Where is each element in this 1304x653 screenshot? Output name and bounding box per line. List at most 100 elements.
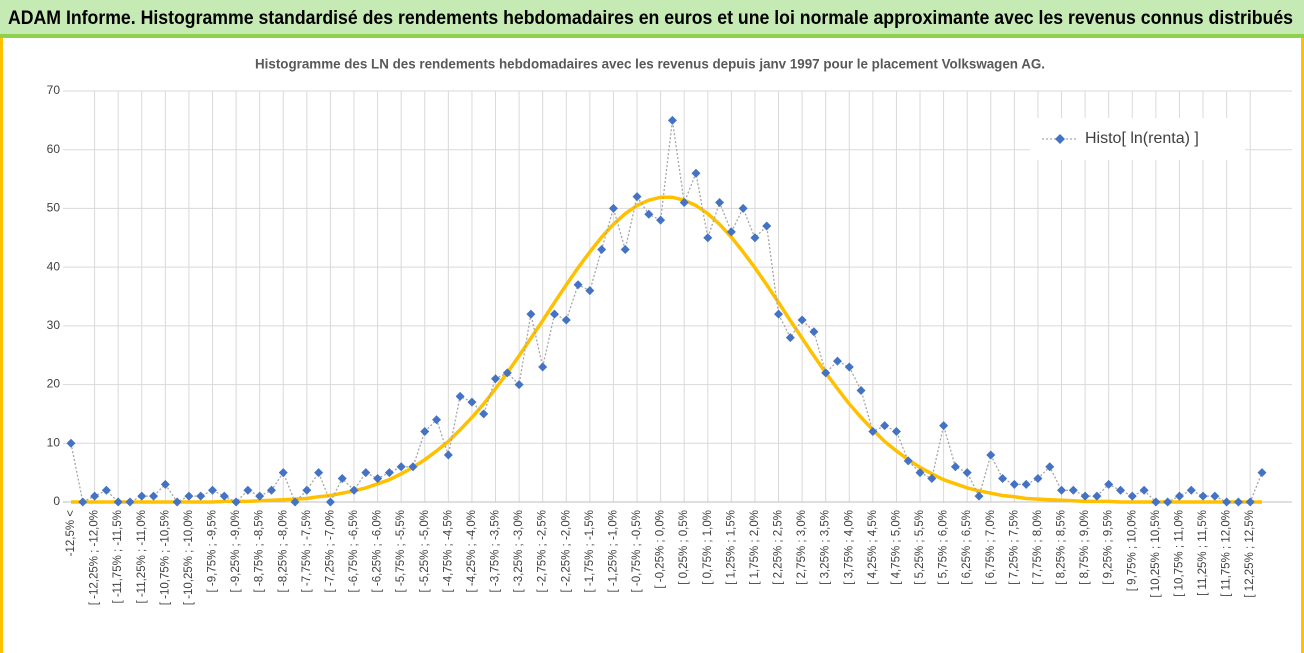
marker (78, 497, 88, 507)
marker (443, 450, 453, 460)
marker (1104, 479, 1114, 489)
marker (538, 362, 548, 372)
marker (974, 491, 984, 501)
marker (184, 491, 194, 501)
marker (1115, 485, 1125, 495)
marker (1045, 462, 1055, 472)
x-tick-label: [ 0,75% ; 1,0% (702, 510, 714, 585)
marker (644, 209, 654, 219)
marker (325, 497, 335, 507)
x-tick-label: [ 12,25% ; 12,5% (1244, 510, 1256, 598)
normal-curve (71, 195, 1262, 504)
marker (962, 468, 972, 478)
marker (1198, 491, 1208, 501)
x-tick-label: [ 6,25% ; 6,5% (961, 510, 973, 585)
marker (278, 468, 288, 478)
legend-label: Histo[ ln(renta) ] (1085, 130, 1199, 147)
marker (1210, 491, 1220, 501)
x-tick-label: [ 11,75% ; 12,0% (1221, 510, 1233, 597)
marker (502, 368, 512, 378)
marker (891, 427, 901, 437)
x-tick-label: [ 8,75% ; 9,0% (1079, 510, 1091, 585)
x-tick-label: [ -3,75% ; -3,5% (490, 510, 502, 592)
y-tick-label: 30 (47, 318, 61, 332)
x-tick-label: [ -7,25% ; -7,0% (324, 510, 336, 592)
marker (408, 462, 418, 472)
marker (208, 485, 218, 495)
x-tick-label: [ 2,25% ; 2,5% (773, 510, 785, 585)
marker (1021, 479, 1031, 489)
marker (703, 233, 713, 243)
marker (797, 315, 807, 325)
x-tick-label: [ -7,75% ; -7,5% (301, 510, 313, 592)
x-tick-label: [ -3,25% ; -3,0% (513, 510, 525, 592)
marker (137, 491, 147, 501)
marker (738, 203, 748, 213)
x-tick-label: [ 0,25% ; 0,5% (678, 510, 690, 585)
marker (1092, 491, 1102, 501)
marker (1068, 485, 1078, 495)
marker (1033, 474, 1043, 484)
marker (868, 427, 878, 437)
marker (774, 309, 784, 319)
x-tick-label: [ 3,75% ; 4,0% (843, 510, 855, 585)
marker (679, 198, 689, 208)
marker (90, 491, 100, 501)
marker (113, 497, 123, 507)
marker (314, 468, 324, 478)
marker (1080, 491, 1090, 501)
marker (396, 462, 406, 472)
x-tick-label: [ -9,25% ; -9,0% (230, 510, 242, 592)
marker (844, 362, 854, 372)
marker (691, 168, 701, 178)
marker (903, 456, 913, 466)
marker (384, 468, 394, 478)
page-title: ADAM Informe. Histogramme standardisé de… (8, 8, 1293, 29)
x-tick-label: [ -2,25% ; -2,0% (560, 510, 572, 592)
x-tick-label: [ 5,75% ; 6,0% (938, 510, 950, 585)
x-tick-label: [ 11,25% ; 11,5% (1197, 510, 1209, 596)
marker (420, 427, 430, 437)
marker (349, 485, 359, 495)
x-tick-label: [ -11,75% ; -11,5% (112, 510, 124, 604)
marker (219, 491, 229, 501)
marker (290, 497, 300, 507)
marker (986, 450, 996, 460)
x-tick-label: [ 10,75% ; 11,0% (1173, 510, 1185, 597)
marker (160, 479, 170, 489)
x-tick-label: [ -0,25% ; 0,0% (655, 510, 667, 589)
marker (526, 309, 536, 319)
marker (1163, 497, 1173, 507)
marker (1009, 479, 1019, 489)
x-tick-label: [ -9,75% ; -9,5% (207, 510, 219, 592)
x-tick-label: [ 5,25% ; 5,5% (914, 510, 926, 585)
x-tick-label: [ 7,75% ; 8,0% (1032, 510, 1044, 585)
marker (432, 415, 442, 425)
x-tick-label: [ 7,25% ; 7,5% (1008, 510, 1020, 585)
y-tick-label: 70 (47, 83, 61, 97)
marker (66, 438, 76, 448)
legend-box (1030, 118, 1245, 160)
marker (785, 333, 795, 343)
marker (715, 198, 725, 208)
y-tick-label: 10 (47, 435, 61, 449)
x-tick-label: [ -2,75% ; -2,5% (537, 510, 549, 592)
marker (196, 491, 206, 501)
marker (998, 474, 1008, 484)
x-tick-label: [ -12,25% ; -12,0% (89, 510, 101, 605)
x-tick-label: [ 9,75% ; 10,0% (1126, 510, 1138, 591)
marker (1186, 485, 1196, 495)
marker (243, 485, 253, 495)
x-tick-label: [ 1,25% ; 1,5% (725, 510, 737, 585)
x-tick-label: [ -5,25% ; -5,0% (419, 510, 431, 592)
marker (255, 491, 265, 501)
marker (856, 385, 866, 395)
marker (667, 115, 677, 125)
marker (302, 485, 312, 495)
marker (1127, 491, 1137, 501)
x-tick-label: [ -1,75% ; -1,5% (584, 510, 596, 592)
marker (1057, 485, 1067, 495)
marker (149, 491, 159, 501)
marker (950, 462, 960, 472)
